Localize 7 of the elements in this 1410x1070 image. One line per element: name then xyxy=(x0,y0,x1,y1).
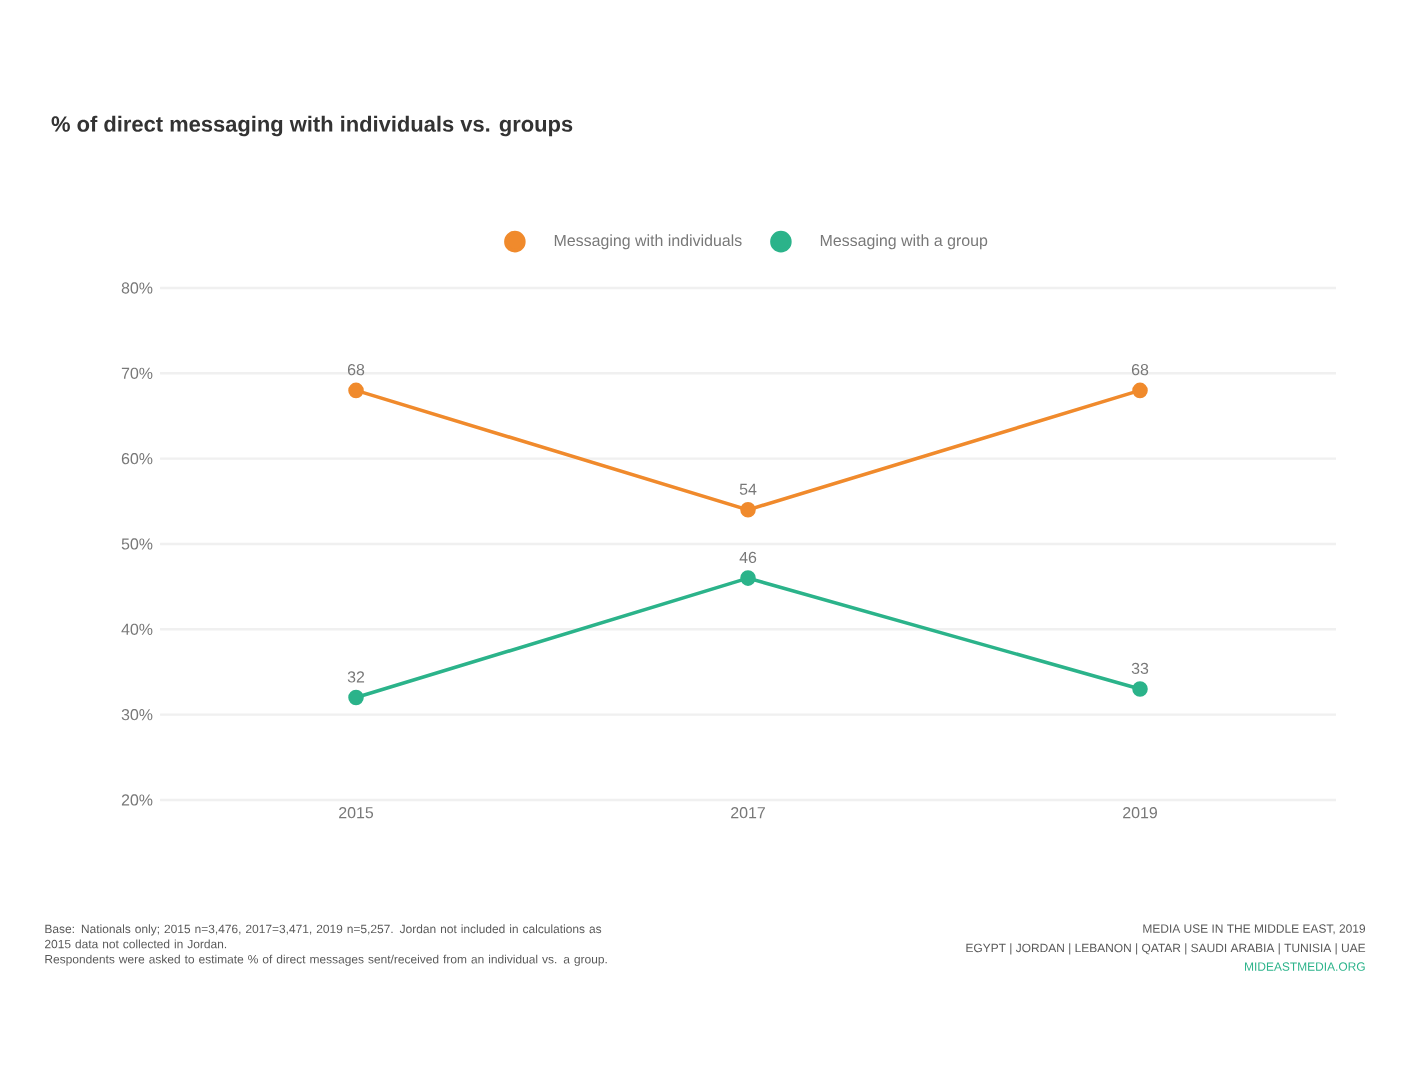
point xyxy=(348,689,364,706)
point xyxy=(1132,382,1148,399)
chart-title: % of direct messaging with individuals vs. groups xyxy=(51,115,573,137)
point xyxy=(1132,681,1148,697)
point xyxy=(348,382,364,399)
point xyxy=(740,570,756,586)
point xyxy=(740,502,756,518)
